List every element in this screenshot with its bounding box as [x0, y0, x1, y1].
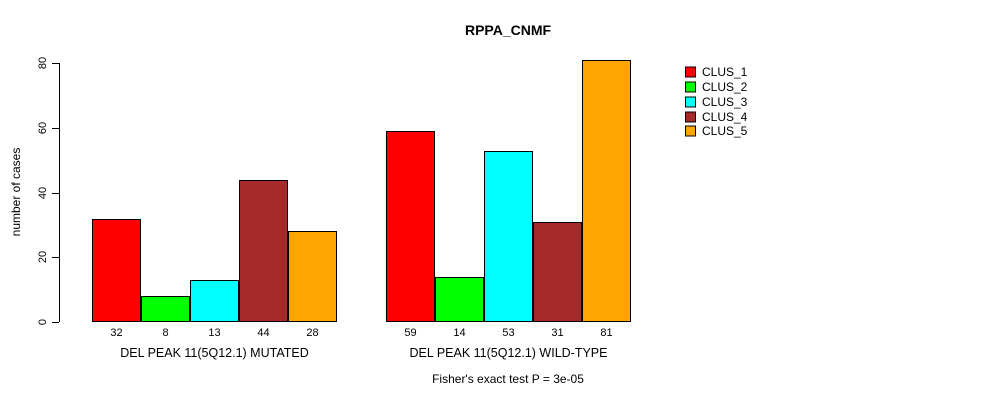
bar-CLUS_2	[435, 277, 484, 322]
bar-CLUS_2	[141, 296, 190, 322]
y-axis	[59, 63, 60, 322]
legend-label: CLUS_4	[702, 109, 748, 124]
legend-swatch-CLUS_3	[685, 96, 696, 108]
y-tick	[52, 192, 59, 194]
legend-item: CLUS_2	[685, 80, 755, 95]
bar-CLUS_4	[533, 222, 582, 322]
bar-CLUS_5	[288, 231, 337, 322]
y-tick-label: 80	[37, 57, 49, 70]
legend-label: CLUS_3	[702, 94, 748, 109]
chart-title: RPPA_CNMF	[464, 22, 552, 38]
legend-label: CLUS_2	[702, 80, 748, 95]
bar-value-label: 32	[110, 327, 123, 339]
bar-value-label: 8	[162, 327, 169, 339]
y-tick	[52, 322, 59, 323]
annotation-text: Fisher's exact test P = 3e-05	[432, 372, 584, 386]
group-axis-label: DEL PEAK 11(5Q12.1) MUTATED	[120, 346, 309, 360]
bar-CLUS_1	[386, 131, 435, 322]
bar-value-label: 59	[404, 327, 417, 339]
legend-item: CLUS_3	[685, 95, 755, 110]
legend-swatch-CLUS_2	[685, 81, 696, 93]
legend-item: CLUS_1	[685, 65, 755, 80]
bar-CLUS_3	[190, 280, 239, 322]
legend-swatch-CLUS_5	[685, 125, 696, 137]
y-tick-label: 0	[37, 318, 49, 326]
group-axis-label: DEL PEAK 11(5Q12.1) WILD-TYPE	[409, 346, 608, 360]
y-tick	[52, 63, 59, 65]
y-tick-label: 60	[37, 121, 49, 135]
bar-value-label: 44	[257, 327, 270, 339]
y-tick-label: 20	[37, 251, 49, 264]
legend-label: CLUS_1	[702, 65, 748, 80]
bar-value-label: 31	[551, 327, 564, 339]
bar-CLUS_3	[484, 151, 533, 322]
bar-value-label: 28	[306, 327, 319, 339]
bar-CLUS_1	[92, 219, 141, 322]
y-tick-label: 40	[37, 186, 49, 199]
bar-value-label: 53	[502, 327, 515, 339]
legend-swatch-CLUS_4	[685, 111, 696, 123]
legend-item: CLUS_5	[685, 124, 755, 139]
legend-swatch-CLUS_1	[685, 66, 696, 78]
bar-value-label: 13	[208, 327, 221, 339]
bar-CLUS_4	[239, 180, 288, 322]
legend-label: CLUS_5	[702, 124, 748, 139]
bar-value-label: 81	[600, 327, 613, 339]
y-axis-label: number of cases	[9, 147, 23, 237]
y-tick	[52, 127, 59, 129]
legend-item: CLUS_4	[685, 109, 755, 124]
bar-CLUS_5	[582, 60, 631, 322]
bar-value-label: 14	[453, 327, 466, 339]
y-tick	[52, 257, 59, 259]
